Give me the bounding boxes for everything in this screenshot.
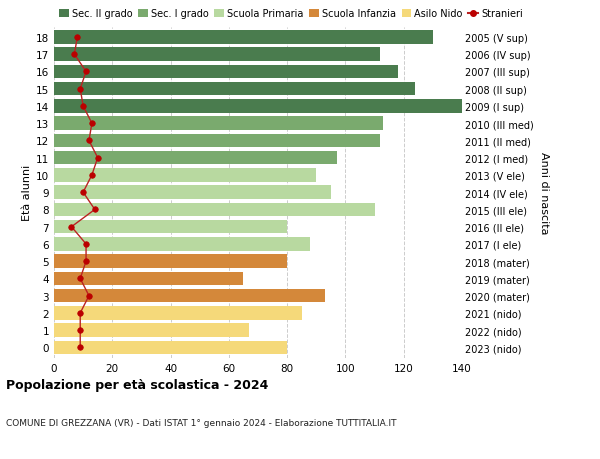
Text: COMUNE DI GREZZANA (VR) - Dati ISTAT 1° gennaio 2024 - Elaborazione TUTTITALIA.I: COMUNE DI GREZZANA (VR) - Dati ISTAT 1° … <box>6 418 397 427</box>
Bar <box>54 134 380 148</box>
Bar <box>54 324 249 337</box>
Text: Popolazione per età scolastica - 2024: Popolazione per età scolastica - 2024 <box>6 379 268 392</box>
Bar <box>54 220 287 234</box>
Bar <box>54 238 310 251</box>
Bar <box>54 151 337 165</box>
Bar <box>54 66 398 79</box>
Bar <box>54 83 415 96</box>
Bar <box>54 341 287 354</box>
Bar <box>54 289 325 303</box>
Y-axis label: Età alunni: Età alunni <box>22 165 32 221</box>
Bar <box>54 186 331 200</box>
Bar <box>54 203 374 217</box>
Bar <box>54 48 380 62</box>
Bar <box>54 169 316 182</box>
Bar <box>54 307 302 320</box>
Y-axis label: Anni di nascita: Anni di nascita <box>539 151 549 234</box>
Bar <box>54 117 383 131</box>
Bar <box>54 31 433 45</box>
Bar <box>54 272 244 285</box>
Legend: Sec. II grado, Sec. I grado, Scuola Primaria, Scuola Infanzia, Asilo Nido, Stran: Sec. II grado, Sec. I grado, Scuola Prim… <box>59 9 523 19</box>
Bar <box>54 100 462 113</box>
Bar <box>54 255 287 269</box>
